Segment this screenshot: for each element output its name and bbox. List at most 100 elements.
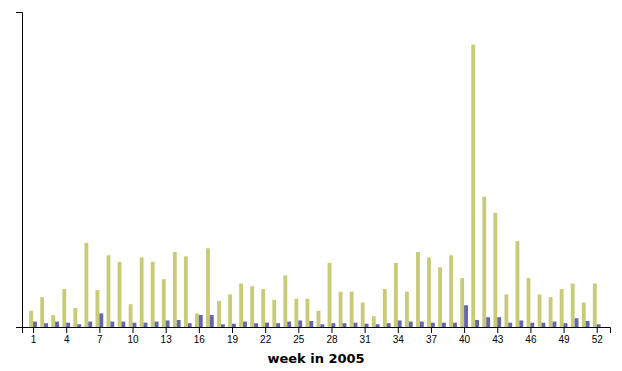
bar bbox=[228, 294, 232, 327]
bar bbox=[151, 262, 155, 327]
bar bbox=[471, 45, 475, 327]
bar bbox=[571, 284, 575, 327]
x-tick-label: 10 bbox=[127, 334, 139, 345]
bar bbox=[55, 322, 59, 327]
bar bbox=[276, 323, 280, 327]
x-tick: 7 bbox=[97, 327, 103, 345]
x-tick-label: 13 bbox=[161, 334, 173, 345]
bar bbox=[438, 267, 442, 327]
x-tick-mark bbox=[597, 327, 598, 333]
bar-series bbox=[33, 305, 601, 327]
bar bbox=[453, 323, 457, 327]
x-tick-mark bbox=[530, 327, 531, 333]
bar bbox=[442, 323, 446, 327]
bar bbox=[549, 297, 553, 327]
x-tick-label: 28 bbox=[326, 334, 338, 345]
bar bbox=[486, 317, 490, 327]
bar bbox=[129, 304, 133, 327]
bar bbox=[184, 256, 188, 327]
x-tick: 46 bbox=[525, 327, 537, 345]
x-axis-line bbox=[23, 328, 611, 334]
bar bbox=[405, 292, 409, 327]
x-tick-label: 1 bbox=[31, 334, 37, 345]
x-tick-label: 22 bbox=[260, 334, 272, 345]
bar bbox=[199, 315, 203, 327]
bar bbox=[217, 301, 221, 327]
x-tick-mark bbox=[33, 327, 34, 333]
bar bbox=[343, 323, 347, 327]
bar bbox=[493, 213, 497, 327]
bar bbox=[331, 323, 335, 327]
bar bbox=[553, 322, 557, 327]
y-axis bbox=[16, 13, 23, 328]
bar bbox=[541, 323, 545, 327]
bar bbox=[597, 324, 601, 327]
x-tick-label: 34 bbox=[393, 334, 405, 345]
bar bbox=[254, 323, 258, 327]
x-tick: 4 bbox=[64, 327, 70, 345]
x-tick: 37 bbox=[426, 327, 438, 345]
x-axis: 147101316192225283134374043464952 bbox=[23, 327, 611, 345]
bar bbox=[427, 257, 431, 327]
bar bbox=[431, 323, 435, 327]
x-axis-title: week in 2005 bbox=[267, 351, 364, 366]
bar bbox=[317, 311, 321, 327]
x-tick-mark bbox=[497, 327, 498, 333]
bar bbox=[88, 322, 92, 327]
x-tick-label: 7 bbox=[97, 334, 103, 345]
bar bbox=[328, 263, 332, 327]
x-tick-mark bbox=[133, 327, 134, 333]
bar bbox=[365, 324, 369, 327]
bar-series bbox=[29, 45, 597, 327]
x-tick: 34 bbox=[393, 327, 405, 345]
x-tick-label: 16 bbox=[194, 334, 206, 345]
x-tick-label: 31 bbox=[360, 334, 372, 345]
x-tick-mark bbox=[298, 327, 299, 333]
x-tick-label: 4 bbox=[64, 334, 70, 345]
x-tick-label: 43 bbox=[492, 334, 504, 345]
bar bbox=[51, 315, 55, 327]
y-axis-line bbox=[16, 13, 23, 328]
bar bbox=[121, 322, 125, 327]
bar bbox=[320, 324, 324, 327]
bar bbox=[372, 316, 376, 327]
bar bbox=[133, 323, 137, 327]
bar bbox=[221, 324, 225, 327]
x-tick: 40 bbox=[459, 327, 471, 345]
bar bbox=[376, 324, 380, 327]
bar bbox=[166, 320, 170, 327]
bar bbox=[519, 320, 523, 327]
x-tick-label: 40 bbox=[459, 334, 471, 345]
bar bbox=[416, 252, 420, 327]
x-tick-mark bbox=[232, 327, 233, 333]
bar bbox=[62, 289, 66, 327]
x-tick: 31 bbox=[360, 327, 372, 345]
x-tick: 16 bbox=[194, 327, 206, 345]
bar bbox=[564, 323, 568, 327]
x-tick-mark bbox=[166, 327, 167, 333]
bar bbox=[272, 300, 276, 327]
bar bbox=[294, 299, 298, 327]
x-tick-mark bbox=[99, 327, 100, 333]
bar bbox=[460, 278, 464, 327]
x-tick: 10 bbox=[127, 327, 139, 345]
x-tick: 19 bbox=[227, 327, 239, 345]
plot: 147101316192225283134374043464952 bbox=[16, 13, 611, 346]
bar bbox=[497, 317, 501, 327]
bar bbox=[593, 284, 597, 327]
x-tick-mark bbox=[199, 327, 200, 333]
bar bbox=[110, 322, 114, 327]
bar bbox=[309, 321, 313, 327]
chart: 147101316192225283134374043464952week in… bbox=[0, 0, 622, 371]
x-tick-mark bbox=[564, 327, 565, 333]
bar bbox=[177, 320, 181, 327]
x-tick-mark bbox=[365, 327, 366, 333]
x-tick-label: 49 bbox=[559, 334, 571, 345]
bar bbox=[40, 297, 44, 327]
x-tick: 43 bbox=[492, 327, 504, 345]
bar bbox=[173, 252, 177, 327]
bar bbox=[516, 241, 520, 327]
bar bbox=[387, 323, 391, 327]
bar bbox=[383, 289, 387, 327]
bar bbox=[33, 322, 37, 327]
